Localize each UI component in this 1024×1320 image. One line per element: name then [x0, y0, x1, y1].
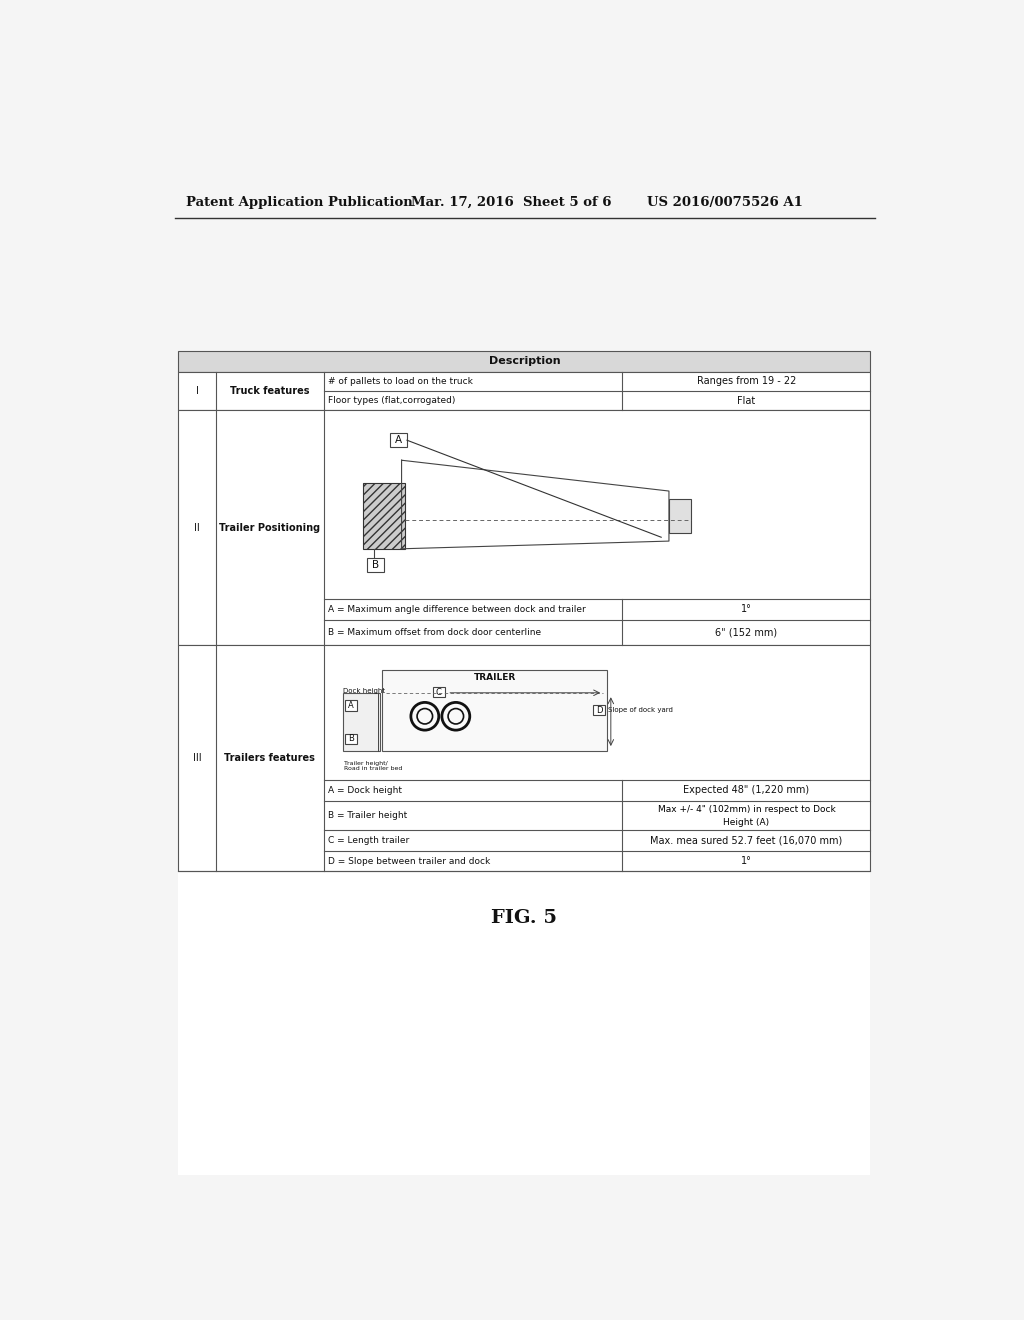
Text: Trailer height/
Road in trailer bed: Trailer height/ Road in trailer bed	[344, 760, 402, 771]
Text: D: D	[596, 706, 602, 714]
Text: Floor types (flat,corrogated): Floor types (flat,corrogated)	[328, 396, 456, 405]
Text: A = Maximum angle difference between dock and trailer: A = Maximum angle difference between doc…	[328, 605, 586, 614]
Bar	[178, 411, 870, 645]
Text: TRAILER: TRAILER	[473, 673, 516, 682]
Text: 1°: 1°	[741, 605, 752, 614]
Bar	[178, 351, 870, 1320]
Text: A: A	[395, 436, 402, 445]
Text: 1°: 1°	[741, 857, 752, 866]
Bar	[178, 372, 870, 411]
Text: Expected 48" (1,220 mm): Expected 48" (1,220 mm)	[683, 785, 810, 795]
Bar	[345, 701, 357, 711]
Bar	[593, 705, 605, 715]
Text: C = Length trailer: C = Length trailer	[328, 836, 410, 845]
Bar	[362, 483, 406, 549]
Text: A = Dock height: A = Dock height	[328, 785, 402, 795]
Bar	[432, 686, 445, 697]
Text: Mar. 17, 2016  Sheet 5 of 6: Mar. 17, 2016 Sheet 5 of 6	[411, 197, 611, 209]
Text: III: III	[193, 754, 202, 763]
Text: B: B	[372, 560, 379, 570]
Bar	[178, 351, 870, 372]
Text: Max +/- 4" (102mm) in respect to Dock: Max +/- 4" (102mm) in respect to Dock	[657, 805, 836, 813]
Text: Trailers features: Trailers features	[224, 754, 315, 763]
Text: US 2016/0075526 A1: US 2016/0075526 A1	[647, 197, 803, 209]
Text: B = Maximum offset from dock door centerline: B = Maximum offset from dock door center…	[328, 628, 541, 636]
Text: 6" (152 mm): 6" (152 mm)	[716, 627, 777, 638]
Text: Description: Description	[488, 356, 560, 366]
Text: Flat: Flat	[737, 396, 756, 405]
Text: Trailer Positioning: Trailer Positioning	[219, 523, 321, 532]
Text: B: B	[348, 734, 354, 743]
Text: I: I	[196, 385, 199, 396]
Bar	[382, 669, 607, 751]
Text: Slope of dock yard: Slope of dock yard	[608, 708, 674, 713]
Text: A: A	[348, 701, 354, 710]
Bar	[178, 645, 870, 871]
Bar	[390, 433, 407, 447]
Bar	[343, 693, 380, 751]
Text: B = Trailer height: B = Trailer height	[328, 810, 408, 820]
Bar	[345, 734, 357, 744]
Text: Dock height: Dock height	[343, 688, 386, 694]
Bar	[367, 558, 384, 572]
Text: Max. mea sured 52.7 feet (16,070 mm): Max. mea sured 52.7 feet (16,070 mm)	[650, 836, 843, 845]
Text: II: II	[195, 523, 200, 532]
Text: Truck features: Truck features	[230, 385, 309, 396]
Text: # of pallets to load on the truck: # of pallets to load on the truck	[328, 376, 473, 385]
Text: FIG. 5: FIG. 5	[492, 908, 557, 927]
Text: Height (A): Height (A)	[723, 817, 769, 826]
Text: Patent Application Publication: Patent Application Publication	[186, 197, 413, 209]
Bar	[669, 499, 690, 533]
Text: D = Slope between trailer and dock: D = Slope between trailer and dock	[328, 857, 490, 866]
Text: C: C	[436, 688, 441, 697]
Text: Ranges from 19 - 22: Ranges from 19 - 22	[696, 376, 796, 387]
